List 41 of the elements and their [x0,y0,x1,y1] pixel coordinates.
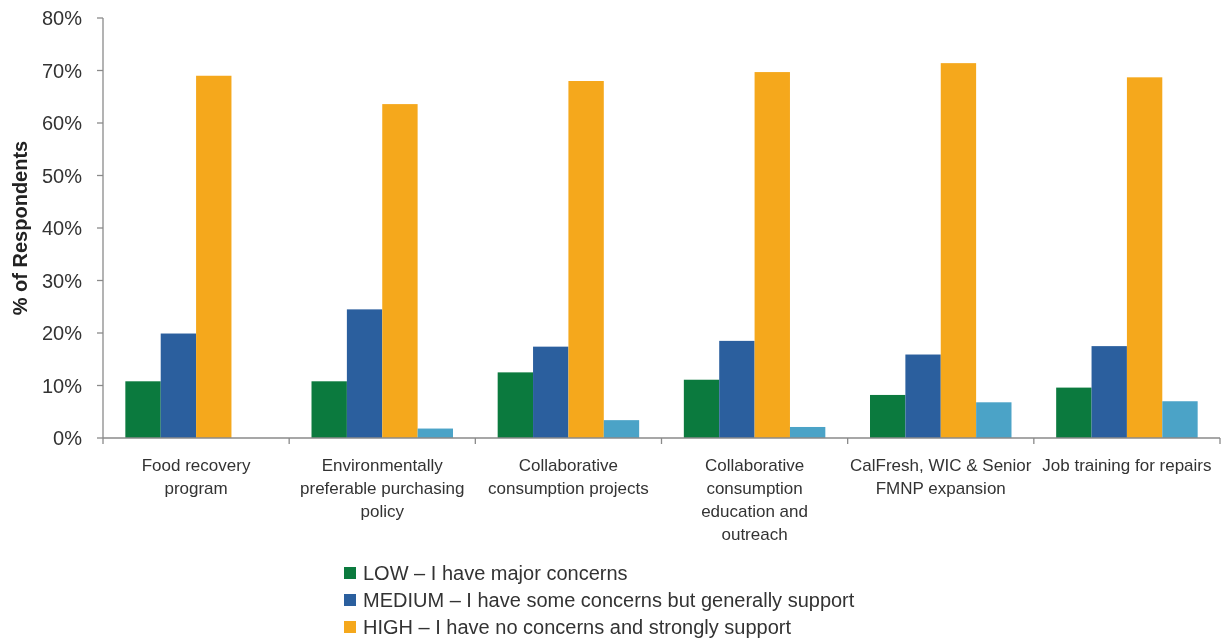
bar [940,63,977,438]
legend-label: MEDIUM – I have some concerns but generally support [363,589,855,611]
bar [125,381,161,438]
y-axis-title: % of Respondents [9,140,31,316]
bar [1056,387,1092,438]
bar [160,333,197,438]
bar [568,81,604,438]
bar [754,72,790,438]
y-tick-label: 40% [41,217,83,239]
y-tick-label: 30% [41,269,83,292]
y-tick-label: 20% [41,322,83,344]
x-tick-label: CalFresh, WIC & Senior FMNP expansion [850,456,1032,498]
bar [497,372,534,438]
bar [683,379,720,438]
y-tick-label: 70% [41,59,83,82]
x-tick-label: Environmentally preferable purchasing policy [300,456,465,521]
x-tick-label: Job training for repairs [1042,456,1212,475]
bar [905,354,941,438]
y-tick-label: 60% [41,112,83,134]
bar [976,402,1012,438]
y-tick-label: 80% [41,7,83,29]
bar [382,104,418,438]
bar [1091,346,1127,438]
bar [311,381,347,438]
y-tick-label: 10% [41,374,83,397]
y-tick-label: 50% [41,164,83,187]
legend-label: HIGH – I have no concerns and strongly support [363,616,792,638]
bar [789,426,826,438]
bar [1162,401,1198,438]
bar [533,346,569,438]
bar [1126,77,1163,438]
legend-label: LOW – I have major concerns [363,562,628,584]
y-tick-label: 0% [53,427,83,449]
x-tick-label: Collaborative consumption education and outreach [701,456,808,544]
bar [870,394,906,438]
bar [196,75,232,438]
bar [719,340,755,438]
bar [346,309,383,438]
x-tick-label: Collaborative consumption projects [488,456,649,498]
bar [603,420,640,438]
x-tick-label: Food recovery program [141,456,251,498]
